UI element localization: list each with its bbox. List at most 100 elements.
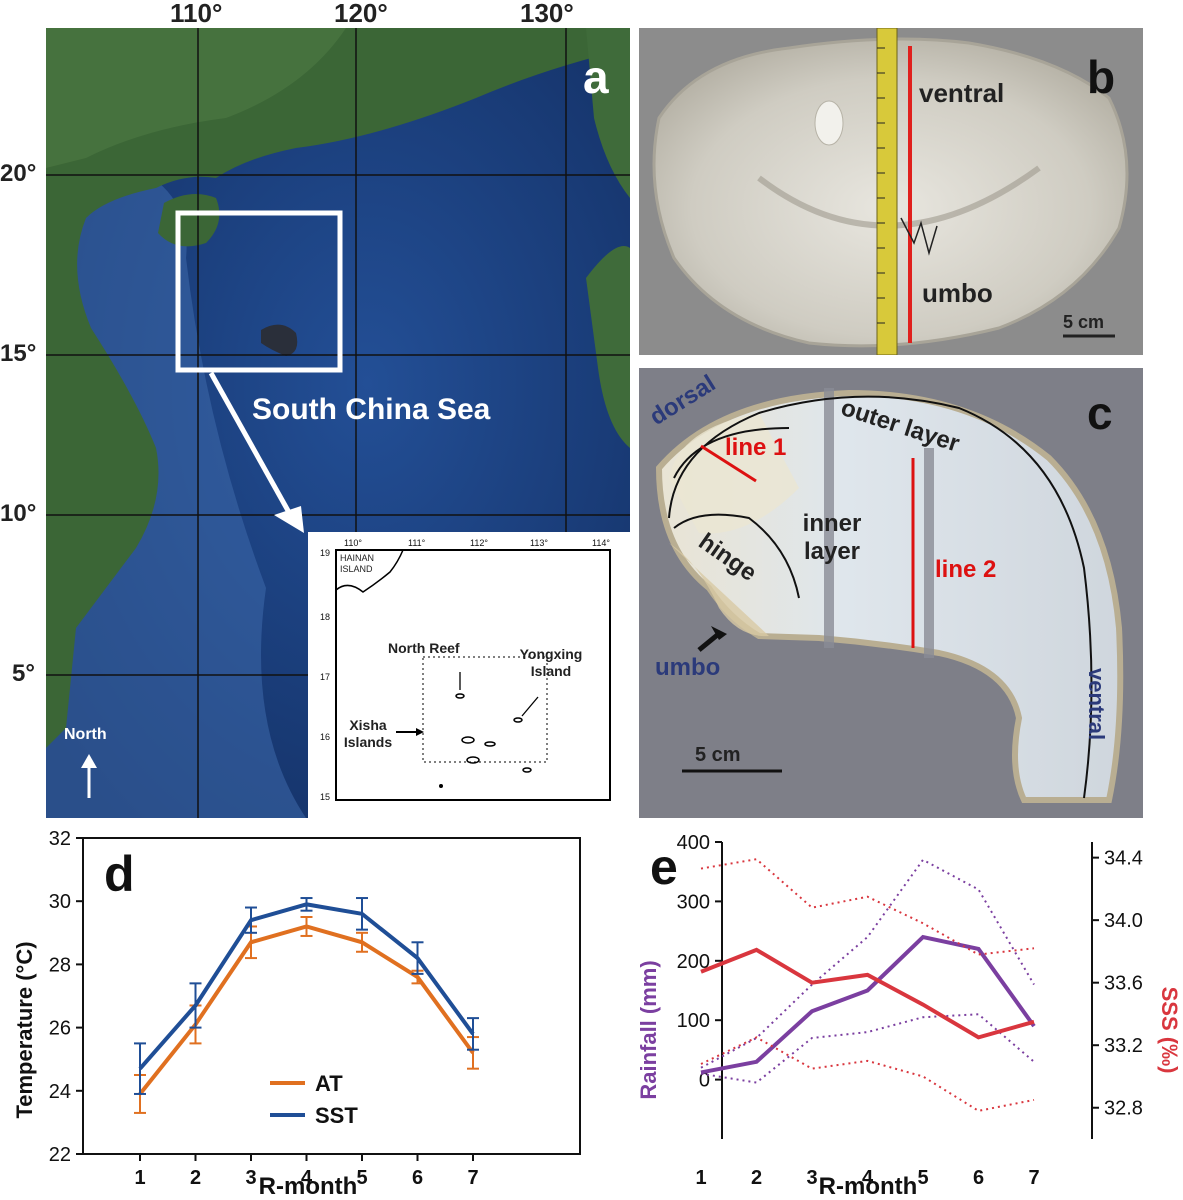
panel-letter-e: e (650, 839, 678, 895)
e-rainfall-lower-bound (700, 1013, 1035, 1084)
inset-lon-111: 111° (408, 538, 426, 548)
temperature-plot-area: 22 24 26 28 30 32 1 2 3 4 5 6 7 AT SST (49, 828, 581, 1189)
scale-label-b: 5 cm (1063, 312, 1105, 332)
e-rainfall-line (700, 934, 1036, 1075)
panel-letter-a: a (583, 51, 609, 103)
d-ytick-label: 28 (49, 954, 71, 976)
inset-hainan-label: HAINAN ISLAND (340, 553, 375, 574)
inset-lat-18: 18 (320, 612, 330, 622)
xisha-dotted-box (422, 656, 548, 763)
north-label: North (64, 726, 107, 743)
map-panel: a South China Sea North 110° 111° 112° 1… (46, 28, 630, 818)
d-legend-label: AT (315, 1071, 343, 1096)
e-left-tick-label: 400 (677, 832, 710, 854)
d-yaxis-label: Temperature (°C) (12, 941, 37, 1118)
e-xtick-label: 2 (751, 1167, 762, 1189)
lon-label-110: 110° (170, 0, 223, 28)
d-ytick-label: 24 (49, 1081, 71, 1103)
line1-marker (700, 444, 757, 483)
e-xtick-label: 1 (695, 1167, 706, 1189)
scale-label-c: 5 cm (695, 744, 741, 766)
inset-lat-17: 17 (320, 672, 330, 682)
e-sss-upper-bound (700, 858, 1035, 956)
pen-mark (900, 217, 938, 256)
d-ytick-label: 30 (49, 891, 71, 913)
e-xtick-label: 4 (862, 1167, 874, 1189)
e-xaxis-label: R-month (819, 1173, 918, 1200)
d-xtick-label: 1 (134, 1167, 145, 1189)
inset-lat-15: 15 (320, 792, 330, 802)
inset-map: 110° 111° 112° 113° 114° 19 18 17 16 15 (308, 532, 630, 818)
e-right-tick-label: 34.4 (1104, 848, 1143, 870)
shell-photo-panel: ventral umbo 5 cm b (639, 28, 1143, 355)
yongxing-label: Yongxing Island (519, 646, 583, 679)
e-left-tick-label: 200 (677, 951, 710, 973)
d-xtick-label: 3 (245, 1167, 256, 1189)
d-xtick-label: 2 (190, 1167, 201, 1189)
d-plot-frame (82, 837, 581, 1155)
rainfall-sss-chart: 0 100 200 300 400 32.8 33.2 33.6 34.0 34.4 1 2 3 4 5 6 7… (636, 832, 1182, 1200)
inset-svg: 110° 111° 112° 113° 114° 19 18 17 16 15 (320, 538, 611, 802)
inset-lon-113: 113° (530, 538, 548, 548)
cut-groove-1 (824, 388, 834, 648)
d-ytick-label: 22 (49, 1144, 71, 1166)
inner-layer-label: inner layer (802, 510, 862, 565)
e-xtick-label: 7 (1028, 1167, 1039, 1189)
d-xtick-label: 4 (301, 1167, 313, 1189)
cut-groove-2 (924, 448, 934, 658)
d-xtick-label: 5 (356, 1167, 367, 1189)
umbo-arrow (697, 630, 723, 652)
d-xtick-label: 7 (467, 1167, 478, 1189)
e-right-tick-label: 34.0 (1104, 910, 1143, 932)
lat-label-15: 15° (0, 340, 37, 367)
north-arrow-icon (81, 754, 97, 768)
inset-arrow (208, 371, 294, 518)
continental-shelf (46, 148, 306, 818)
umbo-label-b: umbo (922, 278, 993, 308)
d-legend-label: SST (315, 1103, 358, 1128)
philippines-land (586, 246, 630, 448)
temperature-chart: 22 24 26 28 30 32 1 2 3 4 5 6 7 AT SST R-month Tempera… (12, 828, 581, 1200)
rainfall-sss-plot-area: 0 100 200 300 400 32.8 33.2 33.6 34.0 34.4 1 2 3 4 5 6 7 (677, 832, 1143, 1189)
e-xtick-label: 5 (917, 1167, 928, 1189)
study-area-box (175, 210, 343, 373)
shell-bump (814, 100, 844, 146)
panel-letter-d: d (104, 846, 135, 902)
panel-letter-b: b (1087, 51, 1116, 103)
inset-arrowhead (274, 506, 304, 533)
lat-label-10: 10° (0, 500, 37, 527)
e-xtick-label: 3 (806, 1167, 817, 1189)
ventral-label-c: ventral (1084, 668, 1109, 741)
umbo-label-c: umbo (655, 654, 721, 681)
hainan-island (158, 194, 220, 247)
hainan-coastline (335, 549, 404, 593)
inset-lat-19: 19 (320, 548, 330, 558)
inset-lat-16: 16 (320, 732, 330, 742)
d-ytick-label: 32 (49, 828, 71, 850)
inset-reefs (455, 693, 532, 773)
yongxing-pointer (521, 696, 539, 717)
shell-section-svg (655, 388, 1124, 803)
line2-label: line 2 (935, 556, 997, 583)
outer-layer-boundary (668, 395, 1093, 799)
e-right-tick-label: 33.6 (1104, 973, 1143, 995)
e-right-axis-label: SSS (‰) (1157, 987, 1182, 1074)
ventral-label-b: ventral (919, 78, 1005, 108)
map-svg (46, 28, 630, 818)
xisha-label: Xisha Islands (343, 717, 393, 750)
north-reef-label: North Reef (388, 640, 460, 656)
xisha-pointer-head (416, 728, 424, 736)
inset-small-reef (439, 784, 443, 788)
d-xtick-label: 6 (412, 1167, 423, 1189)
lat-label-20: 20° (0, 160, 37, 187)
panel-letter-c: c (1087, 387, 1113, 439)
line1-label: line 1 (725, 434, 787, 461)
inset-lon-110: 110° (344, 538, 362, 548)
xisha-islands-shape (261, 324, 298, 356)
e-right-tick-label: 33.2 (1104, 1035, 1143, 1057)
inset-lon-114: 114° (592, 538, 610, 548)
hinge-area (669, 413, 799, 534)
e-right-tick-label: 32.8 (1104, 1098, 1143, 1120)
umbo-area (669, 543, 769, 637)
e-xtick-label: 6 (973, 1167, 984, 1189)
